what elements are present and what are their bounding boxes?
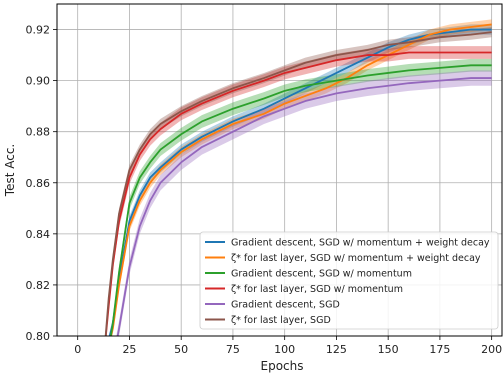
x-axis-ticks: 0 25 50 75 100 125 150 175 200 [74,336,502,356]
x-tick-label: 150 [378,343,399,356]
y-axis-ticks: 0.80 0.82 0.84 0.86 0.88 0.90 0.92 [26,24,57,343]
legend-label-5: ζ* for last layer, SGD [231,315,331,326]
x-tick-label: 0 [74,343,81,356]
legend-label-4: Gradient descent, SGD [231,300,340,311]
series-line-0 [108,28,492,336]
series-line-4 [116,77,492,336]
y-tick-label: 0.80 [26,330,51,343]
plot-frame [56,3,503,337]
y-axis-label: Test Acc. [3,144,17,197]
y-tick-label: 0.92 [26,24,51,37]
x-tick-label: 125 [326,343,347,356]
y-tick-label: 0.84 [26,228,51,241]
legend-label-2: Gradient descent, SGD w/ momentum [231,269,412,280]
legend-label-1: ζ* for last layer, SGD w/ momentum + wei… [231,253,481,264]
legend-box [199,231,499,330]
y-tick-label: 0.82 [26,279,51,292]
y-tick-label: 0.90 [26,75,51,88]
x-tick-label: 50 [174,343,188,356]
x-tick-label: 75 [226,343,240,356]
series-line-2 [109,64,492,336]
legend: Gradient descent, SGD w/ momentum + weig… [199,231,499,330]
y-tick-label: 0.86 [26,177,51,190]
legend-label-3: ζ* for last layer, SGD w/ momentum [231,284,403,295]
y-tick-label: 0.88 [26,126,51,139]
x-tick-label: 100 [274,343,295,356]
x-axis-label: Epochs [261,359,304,373]
series-band-4 [116,70,492,336]
series-line-3 [104,51,492,336]
legend-label-0: Gradient descent, SGD w/ momentum + weig… [231,238,490,249]
x-tick-label: 200 [481,343,502,356]
series-line-5 [104,31,492,336]
series-lines [104,23,492,336]
x-tick-label: 175 [429,343,450,356]
x-tick-label: 25 [122,343,136,356]
